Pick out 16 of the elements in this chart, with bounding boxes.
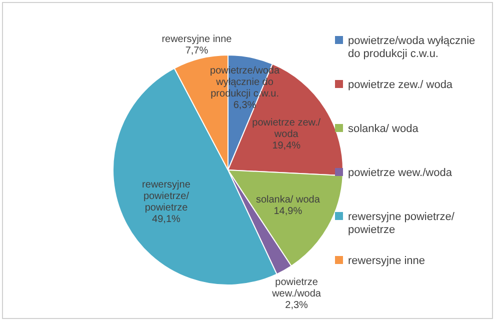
- slice-label: powietrze zew./ woda: [252, 118, 321, 140]
- slice-label: rewersyjne inne: [162, 34, 232, 45]
- slice-label: rewersyjne powietrze/ powietrze: [142, 179, 191, 214]
- legend-label: solanka/ woda: [348, 123, 420, 135]
- slice-label: powietrze wew./woda: [271, 276, 322, 300]
- data-label: 19,4%: [272, 140, 301, 152]
- legend-label: powietrze wew./woda: [348, 167, 453, 179]
- legend-label: powietrze/woda wyłącznie do produkcji c.w.u.: [348, 35, 476, 60]
- data-label: 49,1%: [152, 214, 181, 225]
- data-label: 2,3%: [285, 300, 308, 311]
- slice-label: solanka/ woda: [256, 194, 320, 206]
- legend-label: rewersyjne inne: [348, 255, 426, 267]
- data-label: 7,7%: [185, 45, 208, 56]
- data-label: 14,9%: [274, 206, 302, 217]
- legend-label: rewersyjne powietrze/ powietrze: [348, 211, 456, 236]
- legend-label: powietrze zew./ woda: [348, 79, 454, 91]
